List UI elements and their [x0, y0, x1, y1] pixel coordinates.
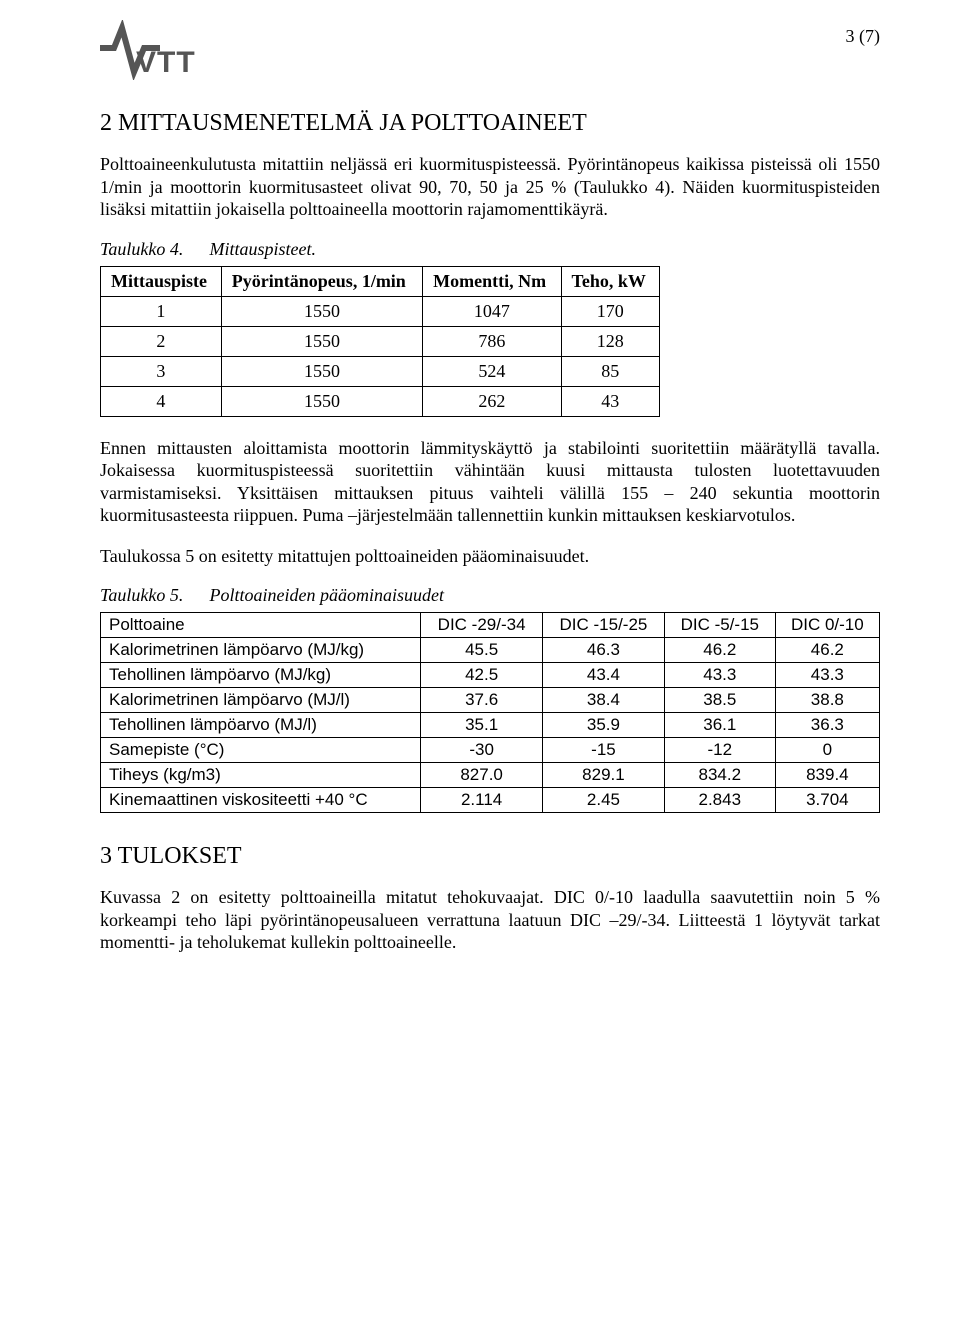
table-cell: 37.6	[421, 688, 543, 713]
table-cell: 829.1	[543, 763, 665, 788]
table-row: 1 1550 1047 170	[101, 296, 660, 326]
table-cell: 4	[101, 386, 222, 416]
table-cell: 43.3	[664, 663, 775, 688]
page: VTT 3 (7) 2 MITTAUSMENETELMÄ JA POLTTOAI…	[0, 0, 960, 1339]
table-4-header: Mittauspiste	[101, 266, 222, 296]
table-row: Tehollinen lämpöarvo (MJ/l) 35.1 35.9 36…	[101, 713, 880, 738]
table-5-header: DIC -29/-34	[421, 613, 543, 638]
table-cell: 262	[423, 386, 561, 416]
table-5: Polttoaine DIC -29/-34 DIC -15/-25 DIC -…	[100, 612, 880, 813]
table-4-caption-num: Taulukko 4.	[100, 239, 205, 260]
section-2-para-2: Ennen mittausten aloittamista moottorin …	[100, 437, 880, 527]
header-row: VTT 3 (7)	[100, 20, 880, 80]
table-5-caption-text: Polttoaineiden pääominaisuudet	[210, 585, 444, 605]
table-cell: Tehollinen lämpöarvo (MJ/kg)	[101, 663, 421, 688]
table-cell: 1	[101, 296, 222, 326]
table-row: Samepiste (°C) -30 -15 -12 0	[101, 738, 880, 763]
table-cell: 3.704	[775, 788, 879, 813]
table-cell: Tehollinen lämpöarvo (MJ/l)	[101, 713, 421, 738]
section-2-para-3: Taulukossa 5 on esitetty mitattujen polt…	[100, 545, 880, 568]
section-3-heading: 3 TULOKSET	[100, 843, 880, 870]
table-cell: 45.5	[421, 638, 543, 663]
table-4-caption: Taulukko 4. Mittauspisteet.	[100, 239, 880, 260]
table-cell: 1550	[221, 296, 422, 326]
table-cell: Tiheys (kg/m3)	[101, 763, 421, 788]
table-5-header-row: Polttoaine DIC -29/-34 DIC -15/-25 DIC -…	[101, 613, 880, 638]
table-4-header: Pyörintänopeus, 1/min	[221, 266, 422, 296]
table-row: Kalorimetrinen lämpöarvo (MJ/l) 37.6 38.…	[101, 688, 880, 713]
table-cell: 128	[561, 326, 660, 356]
table-cell: 1550	[221, 356, 422, 386]
table-cell: 839.4	[775, 763, 879, 788]
table-cell: 36.1	[664, 713, 775, 738]
table-cell: -15	[543, 738, 665, 763]
table-cell: 38.5	[664, 688, 775, 713]
table-cell: 1550	[221, 386, 422, 416]
table-cell: 0	[775, 738, 879, 763]
table-cell: 35.9	[543, 713, 665, 738]
table-cell: Kinemaattinen viskositeetti +40 °C	[101, 788, 421, 813]
table-5-caption: Taulukko 5. Polttoaineiden pääominaisuud…	[100, 585, 880, 606]
table-cell: 170	[561, 296, 660, 326]
table-cell: 38.4	[543, 688, 665, 713]
table-5-head: Polttoaine DIC -29/-34 DIC -15/-25 DIC -…	[101, 613, 880, 638]
table-4-header: Momentti, Nm	[423, 266, 561, 296]
section-2-para-1: Polttoaineenkulutusta mitattiin neljässä…	[100, 153, 880, 221]
svg-text:VTT: VTT	[136, 46, 196, 79]
table-cell: 36.3	[775, 713, 879, 738]
table-cell: 43.3	[775, 663, 879, 688]
table-row: 3 1550 524 85	[101, 356, 660, 386]
table-cell: 43.4	[543, 663, 665, 688]
table-cell: -12	[664, 738, 775, 763]
table-cell: 524	[423, 356, 561, 386]
table-row: 4 1550 262 43	[101, 386, 660, 416]
table-row: 2 1550 786 128	[101, 326, 660, 356]
table-4-header-row: Mittauspiste Pyörintänopeus, 1/min Momen…	[101, 266, 660, 296]
table-5-header: Polttoaine	[101, 613, 421, 638]
table-cell: 2.114	[421, 788, 543, 813]
table-cell: 2.45	[543, 788, 665, 813]
table-cell: 85	[561, 356, 660, 386]
table-5-caption-num: Taulukko 5.	[100, 585, 205, 606]
table-cell: 2.843	[664, 788, 775, 813]
table-5-header: DIC -5/-15	[664, 613, 775, 638]
table-cell: Samepiste (°C)	[101, 738, 421, 763]
table-4: Mittauspiste Pyörintänopeus, 1/min Momen…	[100, 266, 660, 417]
table-5-body: Kalorimetrinen lämpöarvo (MJ/kg) 45.5 46…	[101, 638, 880, 813]
page-number: 3 (7)	[846, 26, 881, 47]
vtt-logo: VTT	[100, 20, 240, 80]
table-5-header: DIC -15/-25	[543, 613, 665, 638]
table-cell: 46.2	[775, 638, 879, 663]
table-cell: 35.1	[421, 713, 543, 738]
table-cell: Kalorimetrinen lämpöarvo (MJ/kg)	[101, 638, 421, 663]
table-cell: -30	[421, 738, 543, 763]
table-cell: 834.2	[664, 763, 775, 788]
table-cell: 786	[423, 326, 561, 356]
table-4-header: Teho, kW	[561, 266, 660, 296]
table-cell: 38.8	[775, 688, 879, 713]
section-2-heading: 2 MITTAUSMENETELMÄ JA POLTTOAINEET	[100, 110, 880, 137]
table-row: Kinemaattinen viskositeetti +40 °C 2.114…	[101, 788, 880, 813]
table-cell: 43	[561, 386, 660, 416]
table-cell: 1047	[423, 296, 561, 326]
table-cell: 3	[101, 356, 222, 386]
table-cell: 46.2	[664, 638, 775, 663]
table-cell: 827.0	[421, 763, 543, 788]
table-row: Tiheys (kg/m3) 827.0 829.1 834.2 839.4	[101, 763, 880, 788]
section-3-para-1: Kuvassa 2 on esitetty polttoaineilla mit…	[100, 886, 880, 954]
table-5-header: DIC 0/-10	[775, 613, 879, 638]
table-cell: 42.5	[421, 663, 543, 688]
table-cell: 46.3	[543, 638, 665, 663]
table-row: Kalorimetrinen lämpöarvo (MJ/kg) 45.5 46…	[101, 638, 880, 663]
table-4-body: 1 1550 1047 170 2 1550 786 128 3 1550 52…	[101, 296, 660, 416]
table-cell: 2	[101, 326, 222, 356]
table-4-caption-text: Mittauspisteet.	[210, 239, 317, 259]
table-4-head: Mittauspiste Pyörintänopeus, 1/min Momen…	[101, 266, 660, 296]
table-row: Tehollinen lämpöarvo (MJ/kg) 42.5 43.4 4…	[101, 663, 880, 688]
table-cell: 1550	[221, 326, 422, 356]
table-cell: Kalorimetrinen lämpöarvo (MJ/l)	[101, 688, 421, 713]
